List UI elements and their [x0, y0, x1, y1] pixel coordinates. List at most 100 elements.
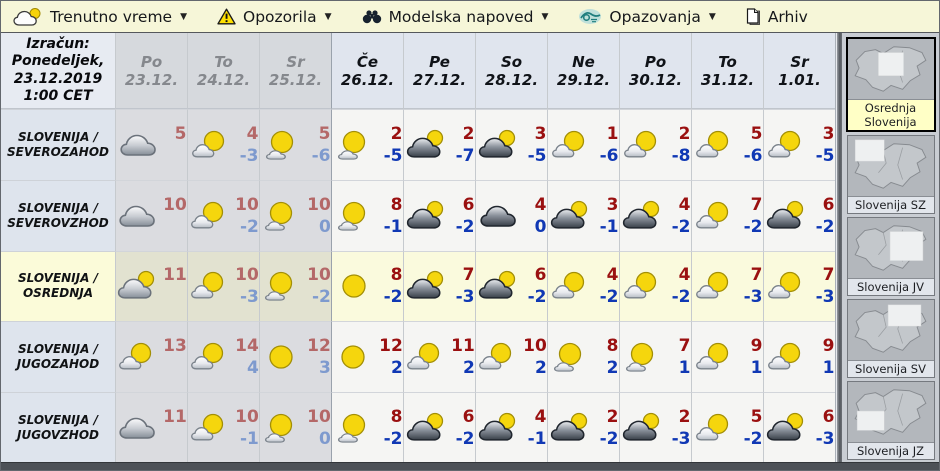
map-thumb-sw[interactable]: Slovenija JZ — [846, 381, 935, 460]
max-temp: 5 — [318, 123, 331, 144]
min-temp: -2 — [815, 216, 835, 237]
column-header-1.01.: Sr 1.01. — [763, 33, 835, 109]
max-temp: 1 — [606, 123, 619, 144]
sun-small-cloud-icon — [549, 341, 591, 373]
map-thumb-center[interactable]: Osrednja Slovenija — [845, 37, 936, 132]
dark-cloud-sun-icon — [477, 412, 519, 444]
max-temp: 9 — [822, 336, 835, 357]
forecast-cell: 13 — [115, 321, 187, 393]
column-header-26.12.: Če 26.12. — [331, 33, 403, 109]
forecast-cell: 2 -8 — [619, 109, 691, 180]
max-temp: 8 — [390, 407, 403, 428]
max-temp: 10 — [307, 407, 331, 428]
gray-cloud-sun-icon — [116, 270, 158, 302]
menu-arhiv[interactable]: Arhiv — [746, 8, 808, 26]
cloud-icon — [116, 412, 158, 444]
slovenia-map-icon — [848, 136, 934, 196]
column-header-31.12.: To 31.12. — [691, 33, 763, 109]
dark-cloud-sun-icon — [549, 412, 591, 444]
sun-cloud-icon — [549, 129, 591, 161]
sun-cloud-icon — [693, 200, 735, 232]
forecast-cell: 5 — [115, 109, 187, 180]
map-thumb-nw[interactable]: Slovenija SZ — [846, 135, 935, 214]
forecast-cell: 4 -1 — [475, 392, 547, 462]
min-temp: -2 — [671, 287, 691, 308]
min-temp: -3 — [815, 429, 835, 450]
dark-cloud-sun-icon — [621, 200, 663, 232]
row-label: SLOVENIJA / JUGOVZHOD — [1, 392, 115, 462]
sun-small-cloud-icon — [260, 200, 302, 232]
document-icon — [746, 7, 761, 26]
min-temp: 0 — [318, 216, 331, 237]
min-temp: -1 — [383, 216, 403, 237]
sun-cloud-icon — [188, 341, 230, 373]
sun-cloud-icon — [693, 412, 735, 444]
map-label: Slovenija SZ — [847, 196, 934, 213]
calc-time-header: Izračun: Ponedeljek, 23.12.2019 1:00 CET — [1, 33, 115, 109]
max-temp: 2 — [462, 123, 475, 144]
max-temp: 11 — [163, 265, 187, 286]
max-temp: 8 — [390, 265, 403, 286]
forecast-cell: 11 — [115, 392, 187, 462]
menu-label: Opazovanja — [609, 7, 701, 26]
slovenia-map-icon — [848, 300, 934, 360]
forecast-cell: 3 -1 — [547, 179, 619, 251]
min-temp: 2 — [606, 358, 619, 379]
max-temp: 6 — [462, 194, 475, 215]
map-thumb-ne[interactable]: Slovenija SV — [846, 299, 935, 378]
sun-small-cloud-icon — [261, 129, 303, 161]
forecast-cell: 6 -2 — [763, 179, 835, 251]
forecast-cell: 10 -3 — [187, 250, 259, 322]
max-temp: 11 — [451, 336, 475, 357]
min-temp: -6 — [311, 145, 331, 166]
max-temp: 14 — [235, 336, 259, 357]
menu-label: Opozorila — [243, 7, 317, 26]
forecast-cell: 8 -2 — [331, 250, 403, 322]
min-temp: 0 — [318, 429, 331, 450]
sun-cloud-icon — [13, 7, 43, 27]
max-temp: 6 — [822, 407, 835, 428]
map-label: Slovenija JZ — [847, 442, 934, 459]
row-label: SLOVENIJA / SEVEROVZHOD — [1, 179, 115, 251]
column-header-24.12.: To 24.12. — [187, 33, 259, 109]
menu-opozorila[interactable]: Opozorila ▼ — [217, 8, 332, 26]
forecast-cell: 10 0 — [259, 179, 331, 251]
max-temp: 4 — [678, 265, 691, 286]
forecast-cell: 4 -3 — [187, 109, 259, 180]
min-temp: 1 — [822, 358, 835, 379]
slovenia-map-icon — [848, 218, 934, 278]
min-temp: -2 — [671, 216, 691, 237]
max-temp: 3 — [822, 123, 835, 144]
menu-trenutno-vreme[interactable]: Trenutno vreme ▼ — [13, 7, 187, 27]
forecast-cell: 5 -6 — [259, 109, 331, 180]
menubar: Trenutno vreme ▼ Opozorila ▼ — [1, 1, 939, 33]
min-temp: -3 — [671, 429, 691, 450]
sidebar: Osrednja Slovenija Slovenija SZ Slovenija … — [842, 33, 939, 462]
menu-modelska-napoved[interactable]: Modelska napoved ▼ — [362, 8, 548, 26]
sun-small-cloud-icon — [333, 200, 375, 232]
menu-opazovanja[interactable]: Opazovanja ▼ — [578, 7, 716, 26]
row-label: SLOVENIJA / OSREDNJA — [1, 250, 115, 322]
sun-small-cloud-icon — [260, 270, 302, 302]
min-temp: 2 — [534, 358, 547, 379]
observations-icon — [578, 8, 602, 25]
dark-cloud-sun-icon — [765, 200, 807, 232]
forecast-cell: 6 -2 — [403, 392, 475, 462]
min-temp: -5 — [527, 145, 547, 166]
forecast-grid: Izračun: Ponedeljek, 23.12.2019 1:00 CET Po 2… — [1, 33, 836, 462]
menu-label: Arhiv — [767, 7, 808, 26]
dark-cloud-sun-icon — [477, 270, 519, 302]
max-temp: 7 — [750, 265, 763, 286]
cloud-icon — [117, 129, 159, 161]
sun-cloud-icon — [116, 341, 158, 373]
max-temp: 10 — [235, 194, 259, 215]
forecast-cell: 12 3 — [259, 321, 331, 393]
column-header-30.12.: Po 30.12. — [619, 33, 691, 109]
max-temp: 9 — [750, 336, 763, 357]
map-thumb-e[interactable]: Slovenija JV — [846, 217, 935, 296]
sun-cloud-icon — [765, 270, 807, 302]
sun-icon — [260, 341, 302, 373]
